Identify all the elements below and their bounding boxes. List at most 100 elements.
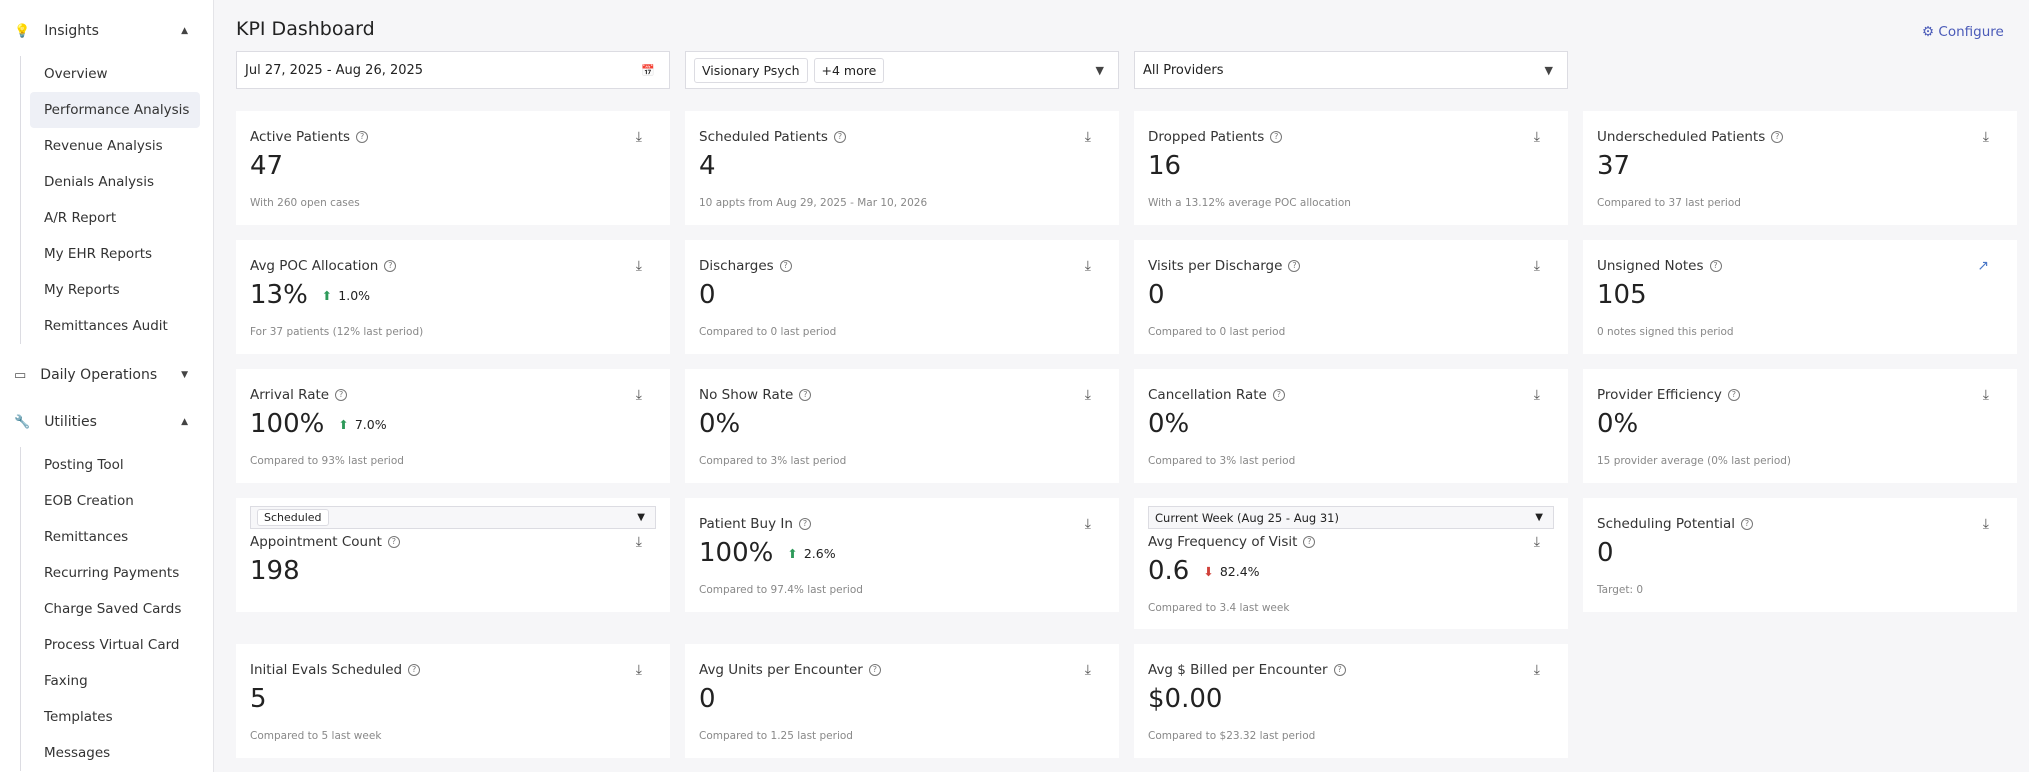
value-text: 47 (250, 151, 284, 181)
nav-item[interactable]: My Reports (44, 282, 120, 298)
date-text: Jul 27, 2025 - Aug 26, 2025 (245, 62, 424, 78)
change-text: 7.0% (354, 416, 387, 432)
nav-item[interactable]: Process Virtual Card (44, 637, 180, 653)
download-icon[interactable]: ⤓ (1533, 387, 1540, 403)
change-text: 2.6% (803, 545, 836, 561)
card-title: Visits per Discharge? (1148, 258, 1301, 274)
nav-item[interactable]: Messages (44, 745, 111, 761)
value-text: 0.6 (1148, 556, 1190, 586)
nav-item[interactable]: Revenue Analysis (44, 138, 163, 154)
caret: ▲ (181, 417, 188, 427)
card-value: $0.00 (1148, 684, 1222, 714)
kpi-card: Dropped Patients? ⤓ 16 With a 13.12% averag… (1134, 111, 1568, 225)
card-title: Avg Frequency of Visit? (1148, 534, 1316, 550)
download-icon[interactable]: ⤓ (1982, 387, 1989, 403)
value-text: 100% (699, 538, 774, 568)
card-note: With 260 open cases (250, 197, 360, 209)
kpi-card: Discharges? ⤓ 0 Compared to 0 last period (685, 240, 1119, 354)
open-link-icon[interactable]: ↗ (1977, 258, 1989, 274)
nav-item[interactable]: My EHR Reports (44, 246, 153, 262)
change: ⬆ 2.6% (787, 546, 835, 561)
download-icon[interactable]: ⤓ (1084, 387, 1091, 403)
section-header[interactable]: 🔧 Utilities ▲ (14, 409, 194, 435)
chevron: ▼ (1095, 63, 1104, 77)
chevron: ▼ (637, 512, 645, 523)
card-value: 198 (250, 556, 300, 586)
card-title-text: Scheduled Patients (699, 129, 828, 145)
nav-item[interactable]: Overview (44, 66, 108, 82)
card-note: Compared to 37 last period (1597, 197, 1741, 209)
chevron: ▼ (1535, 512, 1543, 523)
card-note: Compared to 3% last period (1148, 455, 1296, 467)
download-icon[interactable]: ⤓ (1084, 516, 1091, 532)
card-title-text: Visits per Discharge (1148, 258, 1283, 274)
value-text: 198 (250, 556, 300, 586)
kpi-card: Avg $ Billed per Encounter? ⤓ $0.00 Compare… (1134, 644, 1568, 758)
nav-item[interactable]: Remittances (44, 529, 129, 545)
nav-item[interactable]: Posting Tool (44, 457, 124, 473)
card-title: Avg $ Billed per Encounter? (1148, 662, 1346, 678)
download-icon[interactable]: ⤓ (1533, 662, 1540, 678)
card-note: Compared to 97.4% last period (699, 584, 863, 596)
download-icon[interactable]: ⤓ (1084, 258, 1091, 274)
kpi-card: Initial Evals Scheduled? ⤓ 5 Compared to 5 … (236, 644, 670, 758)
caret: ▲ (181, 26, 188, 36)
nav-item[interactable]: A/R Report (44, 210, 117, 226)
kpi-grid: Active Patients? ⤓ 47 With 260 open cases Sc… (236, 111, 2017, 758)
download-icon[interactable]: ⤓ (1533, 534, 1540, 550)
card-value: 37 (1597, 151, 1630, 181)
nav-item[interactable]: Denials Analysis (44, 174, 154, 190)
kpi-card: Visits per Discharge? ⤓ 0 Compared to 0 las… (1134, 240, 1568, 354)
section-header[interactable]: 💡 Insights ▲ (14, 18, 194, 44)
download-icon[interactable]: ⤓ (1533, 258, 1540, 274)
download-icon[interactable]: ⤓ (1982, 516, 1989, 532)
card-value: 0 (1597, 538, 1614, 568)
download-icon[interactable]: ⤓ (1084, 662, 1091, 678)
value-text: 0 (1597, 538, 1614, 568)
help-icon: ? (1771, 131, 1784, 143)
help-icon: ? (1741, 518, 1754, 530)
download-icon[interactable]: ⤓ (1982, 129, 1989, 145)
card-title-text: Avg Frequency of Visit (1148, 534, 1298, 550)
provider-filter[interactable]: All Providers ▼ (1134, 51, 1568, 89)
chevron: ▼ (1544, 63, 1553, 77)
card-note: With a 13.12% average POC allocation (1148, 197, 1351, 209)
nav-item[interactable]: Templates (44, 709, 113, 725)
change-text: 1.0% (338, 287, 371, 303)
card-dropdown[interactable]: Scheduled ▼ (250, 506, 656, 529)
download-icon[interactable]: ⤓ (635, 387, 642, 403)
nav-item[interactable]: Performance Analysis (30, 92, 200, 128)
card-title-text: Arrival Rate (250, 387, 330, 403)
section-header[interactable]: ▭ Daily Operations ▼ (14, 362, 194, 388)
location-filter[interactable]: Visionary Psych +4 more ▼ (685, 51, 1119, 89)
date-filter[interactable]: Jul 27, 2025 - Aug 26, 2025 📅 (236, 51, 670, 89)
download-icon[interactable]: ⤓ (635, 129, 642, 145)
nav-item[interactable]: EOB Creation (44, 493, 134, 509)
card-value: 0 (1148, 280, 1165, 310)
card-value: 100% ⬆ 2.6% (699, 538, 836, 568)
kpi-card: Scheduled ▼ Appointment Count? ⤓ 198 (236, 498, 670, 612)
card-note: For 37 patients (12% last period) (250, 326, 424, 338)
nav-item[interactable]: Remittances Audit (44, 318, 168, 334)
nav-item[interactable]: Recurring Payments (44, 565, 180, 581)
card-value: 0% (699, 409, 740, 439)
download-icon[interactable]: ⤓ (635, 534, 642, 550)
section-icon: ▭ (14, 367, 27, 383)
download-icon[interactable]: ⤓ (635, 258, 642, 274)
download-icon[interactable]: ⤓ (1533, 129, 1540, 145)
card-title: Avg POC Allocation? (250, 258, 397, 274)
download-icon[interactable]: ⤓ (635, 662, 642, 678)
card-value: 4 (699, 151, 716, 181)
card-note: Compared to 5 last week (250, 730, 382, 742)
card-dropdown[interactable]: Current Week (Aug 25 - Aug 31) ▼ (1148, 506, 1554, 529)
kpi-card: Scheduled Patients? ⤓ 4 10 appts from Aug 2… (685, 111, 1119, 225)
card-note: Compared to $23.32 last period (1148, 730, 1316, 742)
card-note: Compared to 3% last period (699, 455, 847, 467)
dropdown-value: Scheduled (257, 509, 329, 526)
nav-item[interactable]: Faxing (44, 673, 88, 689)
card-title-text: Cancellation Rate (1148, 387, 1267, 403)
download-icon[interactable]: ⤓ (1084, 129, 1091, 145)
nav-item[interactable]: Charge Saved Cards (44, 601, 182, 617)
configure-button[interactable]: ⚙ Configure (1922, 24, 2004, 40)
